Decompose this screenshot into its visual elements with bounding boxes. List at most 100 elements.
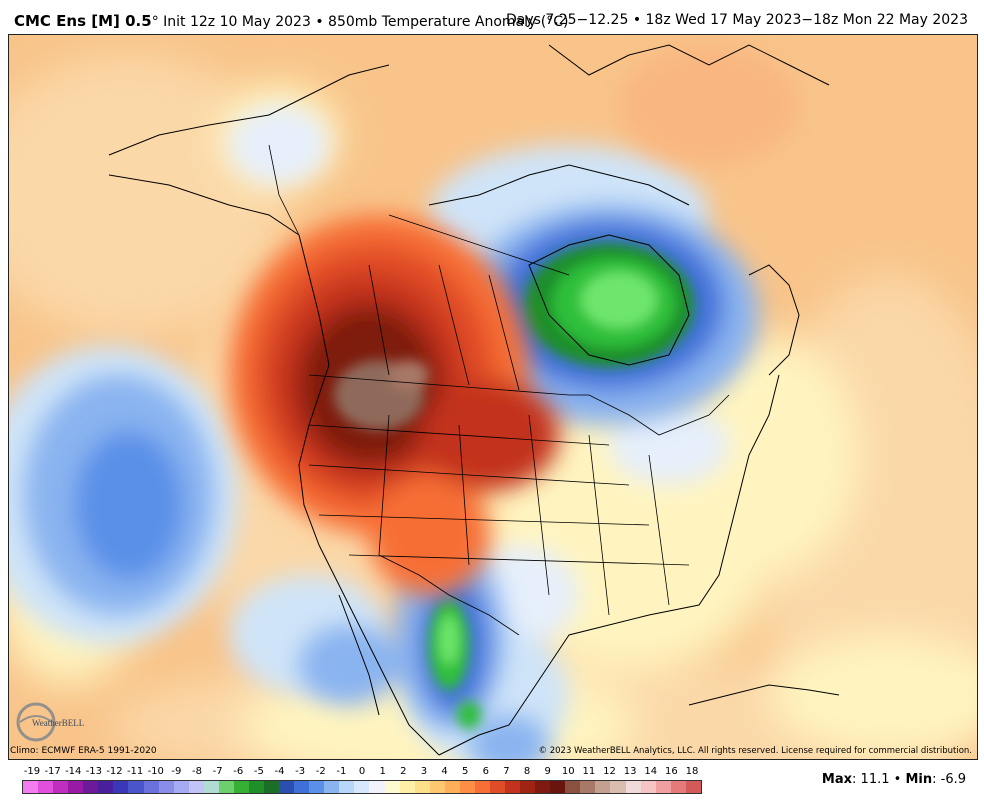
colorbar-tick-label: 11 (582, 766, 596, 777)
labrador (748, 264, 800, 376)
colorbar-swatch (505, 781, 521, 793)
baja-coast (338, 594, 380, 716)
colorbar-swatch (670, 781, 686, 793)
state-line-2 (308, 464, 630, 486)
colorbar-swatch (655, 781, 671, 793)
colorbar-tick-label: 5 (461, 766, 469, 777)
state-line-3 (318, 514, 650, 526)
colorbar-tick-label: -14 (65, 766, 82, 777)
colorbar-swatch (218, 781, 234, 793)
colorbar-tick-label: -7 (212, 766, 223, 777)
min-label: Min (905, 772, 933, 787)
colorbar-swatch (128, 781, 144, 793)
anomaly-extreme (334, 360, 429, 430)
colorbar-swatch (565, 781, 581, 793)
colorbar-swatch (264, 781, 280, 793)
max-value: 11.1 (860, 772, 890, 787)
colorbar-tick-label: -10 (147, 766, 164, 777)
colorbar-swatch (203, 781, 219, 793)
colorbar-swatches (22, 780, 702, 794)
colorbar-swatch (685, 781, 701, 793)
alaska-south-coast (108, 174, 300, 236)
colorbar-tick-label: 2 (400, 766, 407, 777)
colorbar-swatch (339, 781, 355, 793)
climo-note: Climo: ECMWF ERA-5 1991-2020 (10, 746, 157, 756)
colorbar-swatch (38, 781, 54, 793)
colorbar-swatch (384, 781, 400, 793)
us-canada-border (308, 374, 730, 436)
colorbar-tick-label: 6 (482, 766, 489, 777)
state-line-v4 (588, 434, 610, 616)
colorbar-tick-label: -11 (126, 766, 144, 777)
colorbar-swatch (354, 781, 370, 793)
valid-period: Days 7.25−12.25 • 18z Wed 17 May 2023−18… (506, 12, 968, 28)
colorbar-swatch (248, 781, 264, 793)
colorbar-swatch (429, 781, 445, 793)
hudson-bay (528, 234, 690, 366)
colorbar-tick-label: 0 (358, 766, 366, 777)
colorbar-tick-label: -19 (23, 766, 41, 777)
state-line-v3 (528, 414, 550, 596)
alberta-sask-border (438, 264, 470, 386)
colorbar-swatch (98, 781, 114, 793)
colorbar-tick-label: 1 (379, 766, 386, 777)
colorbar-tick-label: 3 (420, 766, 428, 777)
borders (268, 144, 730, 636)
copyright-note: © 2023 WeatherBELL Analytics, LLC. All r… (538, 746, 972, 756)
colorbar-swatch (444, 781, 460, 793)
colorbar-swatch (459, 781, 475, 793)
logo-text: WeatherBELL (32, 718, 84, 728)
colorbar-swatch (369, 781, 385, 793)
colorbar-swatch (53, 781, 69, 793)
min-value: -6.9 (940, 772, 966, 787)
sask-manitoba-border (488, 274, 520, 391)
weatherbell-logo: WeatherBELL (14, 700, 100, 744)
colorbar-swatch (489, 781, 505, 793)
arctic-coast (428, 164, 690, 206)
colorbar-tick-label: 14 (644, 766, 658, 777)
colorbar-swatch (595, 781, 611, 793)
colorbar-swatch (520, 781, 536, 793)
colorbar-tick-label: -5 (253, 766, 264, 777)
colorbar-tick-label: 7 (503, 766, 510, 777)
colorbar-tick-label: -6 (233, 766, 244, 777)
bc-alberta-border (368, 264, 390, 376)
state-line-v5 (648, 454, 670, 606)
colorbar-swatch (309, 781, 325, 793)
map-title: CMC Ens [M] 0.5° Init 12z 10 May 2023 • … (14, 12, 568, 30)
nwt-border (388, 214, 570, 276)
coastlines (108, 44, 840, 756)
max-min-stats: Max: 11.1 • Min: -6.9 (821, 772, 966, 787)
map-canvas (9, 35, 977, 759)
colorbar-tick-label: 4 (441, 766, 448, 777)
colorbar-tick-label: -12 (106, 766, 123, 777)
colorbar-swatch (173, 781, 189, 793)
colorbar-tick-label: -1 (336, 766, 347, 777)
alaska-north-coast (108, 64, 390, 156)
arctic-islands (548, 44, 830, 86)
colorbar-swatch (158, 781, 174, 793)
colorbar-swatch (580, 781, 596, 793)
title-bullet: • (315, 14, 324, 30)
colorbar-tick-label: 8 (523, 766, 531, 777)
colorbar-swatch (474, 781, 490, 793)
colorbar-swatch (640, 781, 656, 793)
colorbar-tick-label: -9 (171, 766, 182, 777)
colorbar-swatch (399, 781, 415, 793)
map-header: CMC Ens [M] 0.5° Init 12z 10 May 2023 • … (0, 0, 984, 34)
colorbar-swatch (550, 781, 566, 793)
colorbar-tick-label: -8 (192, 766, 202, 777)
alaska-border (268, 144, 300, 236)
east-gulf-coast (438, 374, 780, 756)
us-mexico-border (378, 554, 520, 636)
field-name: 850mb Temperature Anomaly (°C) (328, 14, 569, 30)
stats-sep: • (893, 772, 902, 787)
model-degree: ° (151, 14, 159, 30)
colorbar-swatch (625, 781, 641, 793)
state-line-v1 (378, 414, 390, 556)
state-line-4 (348, 554, 690, 566)
anomaly-map (8, 34, 978, 760)
colorbar-swatch (294, 781, 310, 793)
colorbar-swatch (233, 781, 249, 793)
colorbar: -19 -17 -14 -13 -12 -11 -10 -9 -8 -7 -6 -5 -4 -3 -2 -1 0… (22, 764, 702, 796)
